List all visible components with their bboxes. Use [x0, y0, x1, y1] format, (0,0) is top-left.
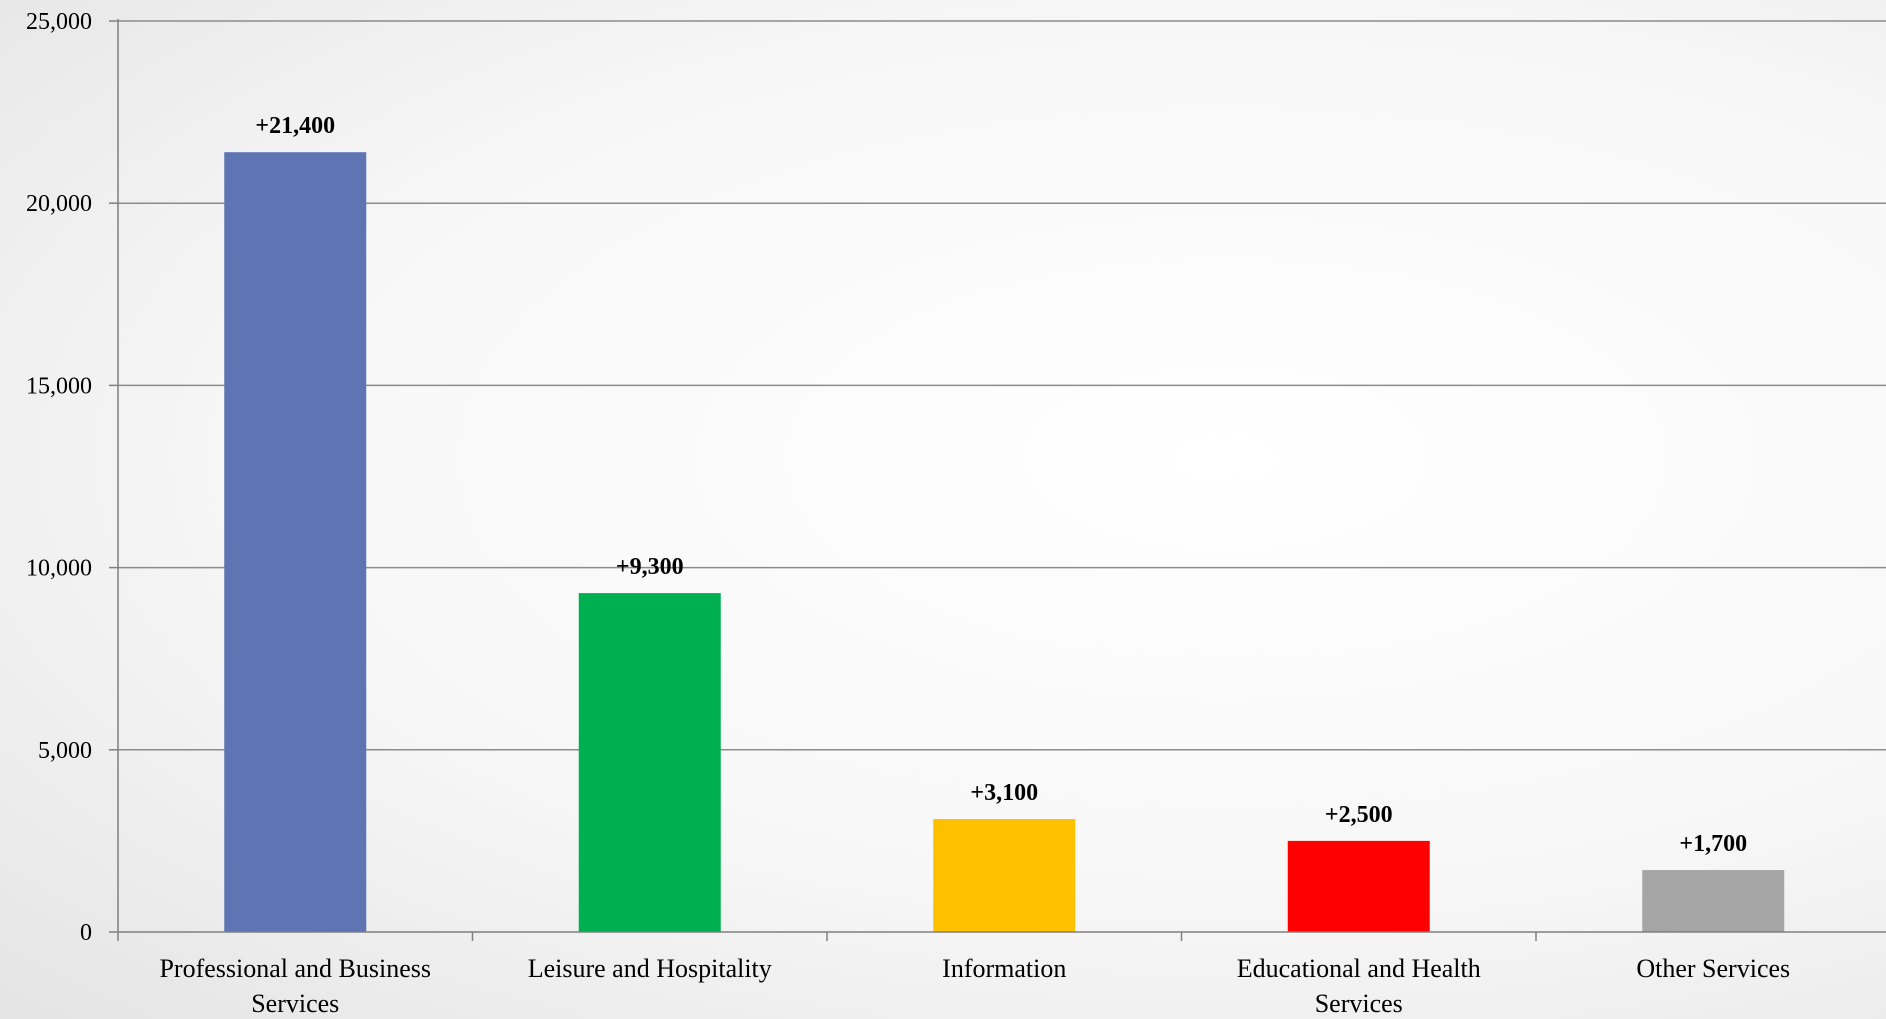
data-label: +2,500 [1325, 802, 1393, 828]
data-labels: +21,400 +9,300 +3,100 +2,500 +1,700 [255, 113, 1747, 857]
x-axis-category-labels: Professional and Business Services Leisure… [159, 954, 1790, 1018]
y-tick-label: 15,000 [26, 373, 92, 399]
data-label: +21,400 [255, 113, 335, 139]
bar [1642, 870, 1785, 932]
category-label: Information [942, 954, 1066, 983]
category-label: Educational and Health Services [1237, 954, 1481, 1018]
axes [109, 19, 1886, 941]
data-label: +1,700 [1679, 831, 1747, 857]
bar [933, 819, 1076, 932]
category-label: Leisure and Hospitality [528, 954, 772, 983]
bars [224, 152, 1785, 932]
data-label: +9,300 [616, 554, 684, 580]
data-label: +3,100 [970, 780, 1038, 806]
grid-lines [118, 20, 1886, 751]
y-tick-label: 10,000 [26, 556, 92, 582]
y-tick-label: 0 [80, 920, 92, 946]
y-tick-label: 20,000 [26, 191, 92, 217]
bar [224, 152, 367, 932]
bar [578, 593, 721, 932]
category-label: Professional and Business Services [159, 954, 431, 1018]
category-label: Other Services [1636, 954, 1790, 983]
y-tick-label: 5,000 [38, 738, 92, 764]
y-axis-tick-labels: 0 5,000 10,000 15,000 20,000 25,000 [26, 9, 92, 946]
bar [1287, 840, 1430, 932]
y-tick-label: 25,000 [26, 9, 92, 35]
